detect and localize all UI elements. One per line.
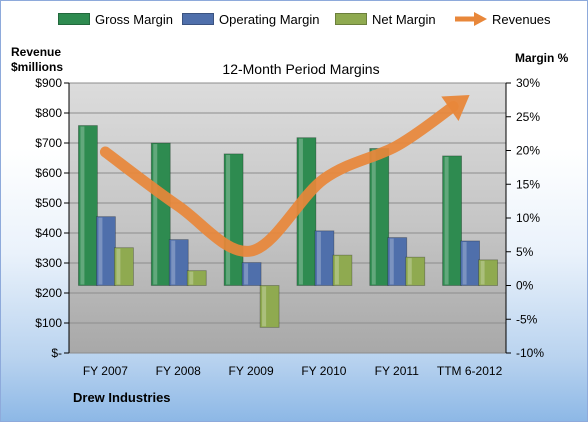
left-axis-tick-label: $200 <box>35 286 62 300</box>
right-axis-tick-label: 0% <box>516 279 534 293</box>
bar-highlight <box>98 217 103 285</box>
bar-highlight <box>80 126 85 285</box>
bar-net-margin <box>478 259 498 286</box>
left-axis-title-line1: Revenue <box>11 45 62 59</box>
left-axis-tick-label: $600 <box>35 166 62 180</box>
right-axis-tick-label: 10% <box>516 211 540 225</box>
x-axis-tick-label: FY 2007 <box>83 364 128 378</box>
left-axis-tick-label: $- <box>51 346 62 360</box>
bar-operating-margin <box>168 239 189 286</box>
revenue-line <box>99 100 459 257</box>
bar-highlight <box>462 241 467 285</box>
bar-gross-margin <box>150 142 171 286</box>
bar-net-margin <box>405 256 426 286</box>
left-axis-title: Revenue $millions <box>11 45 63 75</box>
company-name: Drew Industries <box>73 390 171 405</box>
bar-net-margin <box>114 247 134 286</box>
legend-arrow-icon <box>455 12 487 26</box>
x-axis-tick-label: FY 2008 <box>156 364 201 378</box>
bar-highlight <box>189 271 194 285</box>
bar-highlight <box>316 231 321 285</box>
legend-label-gross-margin: Gross Margin <box>95 11 174 27</box>
right-axis-tick-label: 20% <box>516 144 540 158</box>
right-axis-tick-label: 25% <box>516 110 540 124</box>
bar-highlight <box>244 263 249 285</box>
bar-gross-margin <box>78 125 98 286</box>
legend-item-net-margin: Net Margin <box>335 11 436 27</box>
bar-operating-margin <box>241 262 262 286</box>
right-axis-tick-label: 5% <box>516 245 534 259</box>
left-axis-tick-label: $800 <box>35 106 62 120</box>
x-axis-tick-label: FY 2009 <box>229 364 274 378</box>
bar-highlight <box>480 260 485 285</box>
right-axis-tick-label: -5% <box>516 312 538 326</box>
bar-net-margin <box>332 254 353 286</box>
legend-swatch-operating-margin <box>182 13 214 25</box>
bar-gross-margin <box>442 155 462 286</box>
revenue-arrow-head <box>441 95 470 122</box>
legend-label-net-margin: Net Margin <box>372 11 436 27</box>
legend-label-operating-margin: Operating Margin <box>219 11 320 27</box>
bar-highlight <box>444 156 449 285</box>
legend-item-gross-margin: Gross Margin <box>58 11 173 27</box>
left-axis-tick-label: $400 <box>35 226 62 240</box>
left-axis-title-line2: $millions <box>11 60 64 74</box>
bar-highlight <box>389 238 394 285</box>
legend-item-operating-margin: Operating Margin <box>182 11 319 27</box>
bar-highlight <box>171 240 176 285</box>
bar-highlight <box>116 248 121 285</box>
bar-highlight <box>334 256 339 285</box>
bar-highlight <box>371 149 376 285</box>
x-axis-tick-label: TTM 6-2012 <box>437 364 503 378</box>
left-axis-tick-label: $100 <box>35 316 62 330</box>
left-axis-tick-label: $300 <box>35 256 62 270</box>
left-axis-tick-label: $700 <box>35 136 62 150</box>
bar-highlight <box>226 154 231 285</box>
right-axis-title: Margin % <box>515 51 569 65</box>
x-axis-tick-label: FY 2010 <box>301 364 346 378</box>
bar-highlight <box>407 258 412 285</box>
legend-label-revenues: Revenues <box>492 11 551 27</box>
bar-net-margin <box>259 285 280 328</box>
right-axis-tick-label: -10% <box>516 346 544 360</box>
left-axis-tick-label: $500 <box>35 196 62 210</box>
legend-swatch-gross-margin <box>58 13 90 25</box>
x-axis-tick-label: FY 2011 <box>375 364 420 378</box>
bar-highlight <box>153 144 158 285</box>
legend-item-revenues: Revenues <box>454 11 551 27</box>
left-axis-tick-label: $900 <box>35 76 62 90</box>
bar-net-margin <box>186 270 207 286</box>
bar-highlight <box>262 286 267 327</box>
right-axis-tick-label: 15% <box>516 177 540 191</box>
chart-title: 12-Month Period Margins <box>222 61 380 77</box>
legend-swatch-net-margin <box>335 13 367 25</box>
right-axis-tick-label: 30% <box>516 76 540 90</box>
